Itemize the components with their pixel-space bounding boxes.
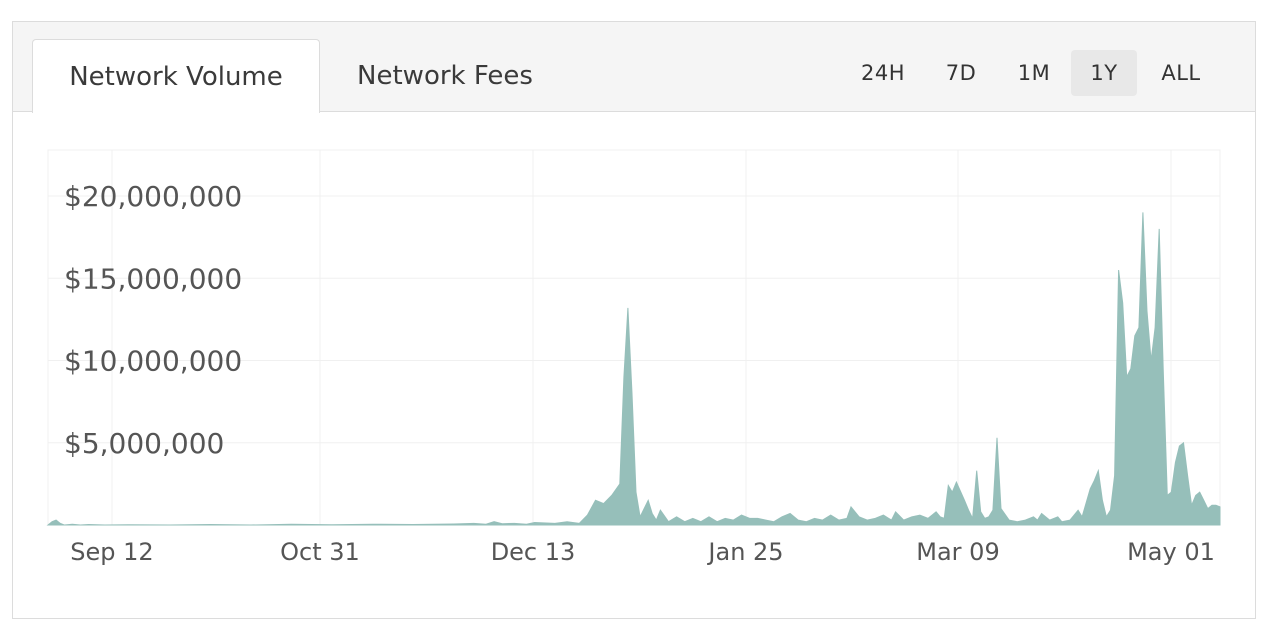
x-tick-label: Oct 31 bbox=[280, 538, 360, 566]
chart-grid bbox=[47, 149, 1221, 526]
y-tick-label: $10,000,000 bbox=[64, 345, 242, 378]
y-tick-label: $15,000,000 bbox=[64, 262, 242, 295]
range-all-button[interactable]: ALL bbox=[1161, 61, 1201, 85]
x-tick-label: Mar 09 bbox=[916, 538, 999, 566]
x-tick-label: Sep 12 bbox=[70, 538, 153, 566]
x-tick-label: Jan 25 bbox=[706, 538, 783, 566]
x-axis: Sep 12 Oct 31 Dec 13 Jan 25 Mar 09 May 01 bbox=[70, 538, 1215, 566]
x-tick-label: Dec 13 bbox=[491, 538, 576, 566]
tab-network-fees[interactable]: Network Fees bbox=[357, 60, 533, 91]
y-axis: $5,000,000 $10,000,000 $15,000,000 $20,000,… bbox=[64, 180, 242, 460]
range-1y-button[interactable]: 1Y bbox=[1071, 50, 1137, 96]
y-tick-label: $20,000,000 bbox=[64, 180, 242, 213]
y-tick-label: $5,000,000 bbox=[64, 427, 224, 460]
range-7d-button[interactable]: 7D bbox=[945, 61, 977, 85]
chart-header: Network Volume Network Fees 24H 7D 1M 1Y… bbox=[13, 22, 1255, 113]
tab-network-volume[interactable]: Network Volume bbox=[32, 39, 320, 113]
range-24h-button[interactable]: 24H bbox=[860, 61, 905, 85]
volume-area-series bbox=[46, 212, 1221, 526]
x-tick-label: May 01 bbox=[1127, 538, 1215, 566]
range-1m-button[interactable]: 1M bbox=[1017, 61, 1051, 85]
